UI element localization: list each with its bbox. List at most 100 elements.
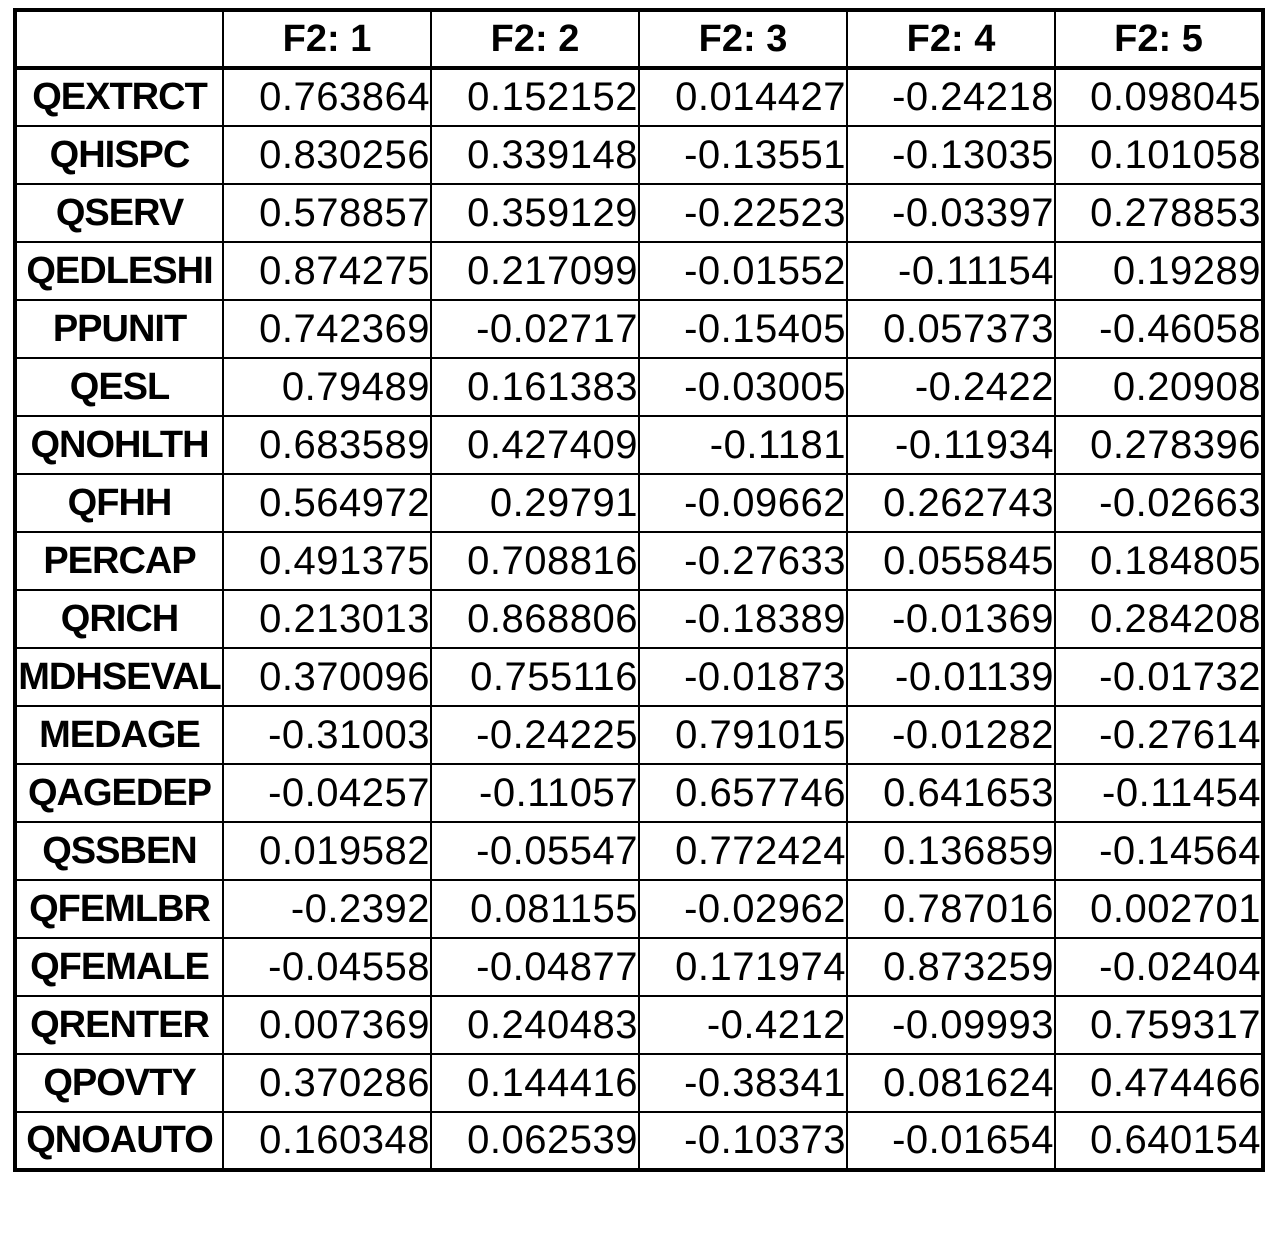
- column-header: F2: 4: [846, 9, 1056, 70]
- value-cell: 0.873259: [846, 937, 1056, 997]
- value-cell: 0.427409: [430, 415, 640, 475]
- value-cell: 0.370096: [222, 647, 432, 707]
- value-cell: -0.15405: [638, 299, 848, 359]
- value-cell: -0.01654: [846, 1111, 1056, 1172]
- value-cell: 0.657746: [638, 763, 848, 823]
- value-cell: -0.27633: [638, 531, 848, 591]
- value-cell: -0.04257: [222, 763, 432, 823]
- row-label: QRENTER: [14, 995, 224, 1055]
- value-cell: 0.708816: [430, 531, 640, 591]
- value-cell: -0.09993: [846, 995, 1056, 1055]
- value-cell: -0.11154: [846, 241, 1056, 301]
- row-label: QFEMLBR: [14, 879, 224, 939]
- value-cell: -0.13035: [846, 125, 1056, 185]
- value-cell: 0.29791: [430, 473, 640, 533]
- value-cell: 0.101058: [1054, 125, 1264, 185]
- value-cell: 0.683589: [222, 415, 432, 475]
- row-label: QESL: [14, 357, 224, 417]
- value-cell: -0.01139: [846, 647, 1056, 707]
- value-cell: 0.19289: [1054, 241, 1264, 301]
- value-cell: 0.171974: [638, 937, 848, 997]
- row-label: QAGEDEP: [14, 763, 224, 823]
- value-cell: 0.640154: [1054, 1111, 1264, 1172]
- value-cell: -0.04558: [222, 937, 432, 997]
- value-cell: -0.01369: [846, 589, 1056, 649]
- row-label: MDHSEVAL: [14, 647, 224, 707]
- value-cell: 0.284208: [1054, 589, 1264, 649]
- value-cell: -0.03005: [638, 357, 848, 417]
- table-row: QFEMLBR -0.2392 0.081155 -0.02962 0.787016 0.…: [14, 879, 1264, 939]
- table-row: QESL 0.79489 0.161383 -0.03005 -0.2422 0.2090…: [14, 357, 1264, 417]
- value-cell: 0.578857: [222, 183, 432, 243]
- table-row: MEDAGE -0.31003 -0.24225 0.791015 -0.01282 -0…: [14, 705, 1264, 765]
- value-cell: 0.055845: [846, 531, 1056, 591]
- value-cell: 0.830256: [222, 125, 432, 185]
- table-row: QSERV 0.578857 0.359129 -0.22523 -0.03397 0.2…: [14, 183, 1264, 243]
- value-cell: -0.2422: [846, 357, 1056, 417]
- value-cell: 0.874275: [222, 241, 432, 301]
- value-cell: 0.868806: [430, 589, 640, 649]
- value-cell: -0.01282: [846, 705, 1056, 765]
- table-row: QAGEDEP -0.04257 -0.11057 0.657746 0.641653-…: [14, 763, 1264, 823]
- value-cell: -0.2392: [222, 879, 432, 939]
- value-cell: -0.01732: [1054, 647, 1264, 707]
- value-cell: 0.019582: [222, 821, 432, 881]
- value-cell: -0.10373: [638, 1111, 848, 1172]
- value-cell: -0.04877: [430, 937, 640, 997]
- corner-cell: [14, 9, 224, 70]
- table-row: PERCAP 0.491375 0.708816 -0.27633 0.055845 0.…: [14, 531, 1264, 591]
- row-label: QFHH: [14, 473, 224, 533]
- value-cell: -0.11057: [430, 763, 640, 823]
- value-cell: -0.02663: [1054, 473, 1264, 533]
- row-label: QFEMALE: [14, 937, 224, 997]
- value-cell: -0.13551: [638, 125, 848, 185]
- value-cell: 0.370286: [222, 1053, 432, 1113]
- value-cell: -0.01873: [638, 647, 848, 707]
- value-cell: 0.474466: [1054, 1053, 1264, 1113]
- value-cell: 0.641653: [846, 763, 1056, 823]
- value-cell: -0.46058: [1054, 299, 1264, 359]
- table-row: QEXTRCT 0.763864 0.152152 0.014427 -0.24218 0…: [14, 67, 1264, 127]
- row-label: QPOVTY: [14, 1053, 224, 1113]
- value-cell: -0.03397: [846, 183, 1056, 243]
- table-body: QEXTRCT 0.763864 0.152152 0.014427 -0.24218 0…: [14, 67, 1264, 1172]
- value-cell: 0.081155: [430, 879, 640, 939]
- row-label: QEXTRCT: [14, 67, 224, 127]
- table-row: QEDLESHI 0.874275 0.217099 -0.01552 -0.11154…: [14, 241, 1264, 301]
- table-row: QNOAUTO 0.160348 0.062539 -0.10373 -0.01654 0…: [14, 1111, 1264, 1172]
- value-cell: -0.22523: [638, 183, 848, 243]
- value-cell: -0.11934: [846, 415, 1056, 475]
- value-cell: 0.339148: [430, 125, 640, 185]
- row-label: QSERV: [14, 183, 224, 243]
- value-cell: -0.11454: [1054, 763, 1264, 823]
- value-cell: 0.062539: [430, 1111, 640, 1172]
- value-cell: 0.262743: [846, 473, 1056, 533]
- row-label: MEDAGE: [14, 705, 224, 765]
- value-cell: -0.31003: [222, 705, 432, 765]
- table-row: QFHH 0.564972 0.29791 -0.09662 0.262743 -0.02…: [14, 473, 1264, 533]
- value-cell: 0.787016: [846, 879, 1056, 939]
- row-label: QRICH: [14, 589, 224, 649]
- value-cell: 0.20908: [1054, 357, 1264, 417]
- table-row: QHISPC 0.830256 0.339148 -0.13551 -0.13035 0.…: [14, 125, 1264, 185]
- table-row: MDHSEVAL 0.370096 0.755116 -0.01873 -0.01139…: [14, 647, 1264, 707]
- table-row: QNOHLTH 0.683589 0.427409 -0.1181 -0.11934 0.…: [14, 415, 1264, 475]
- value-cell: 0.359129: [430, 183, 640, 243]
- column-header: F2: 5: [1054, 9, 1264, 70]
- table-row: QFEMALE -0.04558 -0.04877 0.171974 0.873259-…: [14, 937, 1264, 997]
- table-row: PPUNIT 0.742369 -0.02717 -0.15405 0.057373 -0…: [14, 299, 1264, 359]
- row-label: PERCAP: [14, 531, 224, 591]
- value-cell: 0.763864: [222, 67, 432, 127]
- table-row: QSSBEN 0.019582 -0.05547 0.772424 0.136859 -0…: [14, 821, 1264, 881]
- value-cell: 0.161383: [430, 357, 640, 417]
- value-cell: 0.491375: [222, 531, 432, 591]
- row-label: QNOAUTO: [14, 1111, 224, 1172]
- value-cell: -0.02962: [638, 879, 848, 939]
- value-cell: 0.240483: [430, 995, 640, 1055]
- row-label: QHISPC: [14, 125, 224, 185]
- value-cell: 0.791015: [638, 705, 848, 765]
- value-cell: -0.18389: [638, 589, 848, 649]
- value-cell: 0.144416: [430, 1053, 640, 1113]
- column-header: F2: 1: [222, 9, 432, 70]
- value-cell: 0.184805: [1054, 531, 1264, 591]
